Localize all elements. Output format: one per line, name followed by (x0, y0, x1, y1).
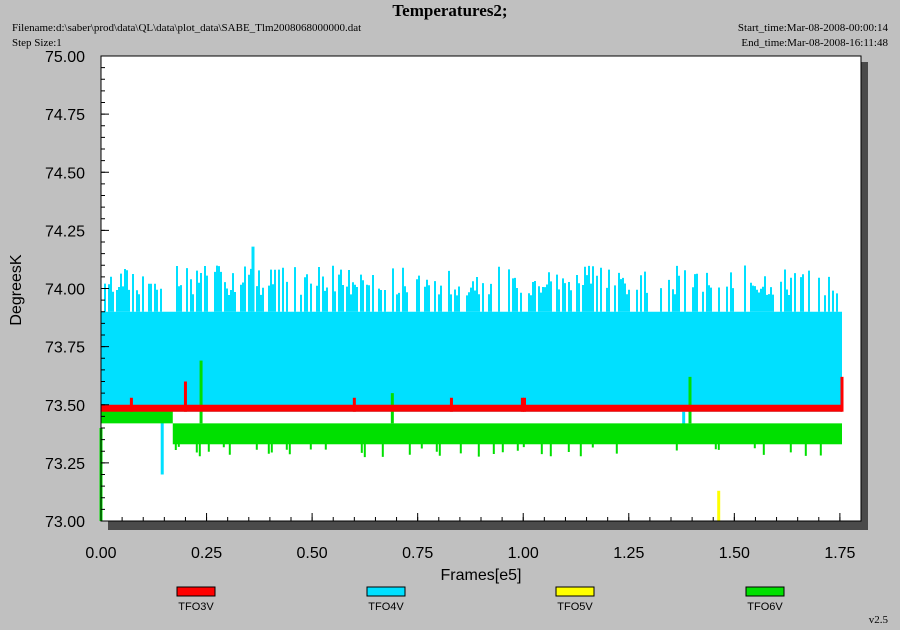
y-tick-label: 73.75 (45, 340, 85, 357)
series-tfo3v (101, 376, 844, 412)
legend-swatch (555, 586, 595, 597)
legend-entry-tfo6v: TFO6V (745, 586, 785, 613)
band-tfo6v (172, 423, 842, 445)
y-tick-label: 74.00 (45, 282, 85, 299)
end-time-label: End_time:Mar-08-2008-16:11:48 (741, 37, 888, 49)
x-tick-label: 0.00 (85, 545, 116, 562)
version-label: v2.5 (868, 614, 888, 626)
legend-entry-tfo3v: TFO3V (176, 586, 216, 613)
y-tick-label: 74.75 (45, 107, 85, 124)
band-tfo4v (101, 311, 842, 412)
legend-swatch (745, 586, 785, 597)
y-tick-label: 73.25 (45, 456, 85, 473)
x-tick-label: 0.50 (297, 545, 328, 562)
legend-swatch (176, 586, 216, 597)
legend-swatch (366, 586, 406, 597)
legend-entry-tfo4v: TFO4V (366, 586, 406, 613)
legend-label: TFO4V (368, 601, 404, 613)
chart-title: Temperatures2; (392, 1, 508, 20)
x-tick-label: 1.75 (824, 545, 855, 562)
filename-label: Filename:d:\saber\prod\data\QL\data\plot… (12, 22, 362, 34)
legend-entry-tfo5v: TFO5V (555, 586, 595, 613)
y-tick-label: 73.50 (45, 398, 85, 415)
y-axis-label: DegreesK (8, 254, 25, 325)
start-time-label: Start_time:Mar-08-2008-00:00:14 (737, 22, 888, 34)
x-axis-label: Frames[e5] (441, 567, 522, 584)
step-size-label: Step Size:1 (12, 37, 62, 49)
y-tick-label: 73.00 (45, 514, 85, 531)
x-tick-label: 1.50 (719, 545, 750, 562)
legend-label: TFO5V (557, 601, 593, 613)
legend-label: TFO6V (747, 601, 783, 613)
series-tfo4v (101, 246, 842, 475)
x-tick-label: 1.00 (508, 545, 539, 562)
tfo6v-noise-spikes (174, 441, 822, 458)
x-tick-label: 0.25 (191, 545, 222, 562)
legend-label: TFO3V (178, 601, 214, 613)
y-tick-label: 75.00 (45, 49, 85, 66)
tfo4v-noise-spikes (104, 265, 838, 312)
y-tick-label: 74.25 (45, 223, 85, 240)
x-tick-label: 1.25 (613, 545, 644, 562)
y-tick-label: 74.50 (45, 165, 85, 182)
x-tick-label: 0.75 (402, 545, 433, 562)
band-tfo3v (101, 404, 842, 412)
